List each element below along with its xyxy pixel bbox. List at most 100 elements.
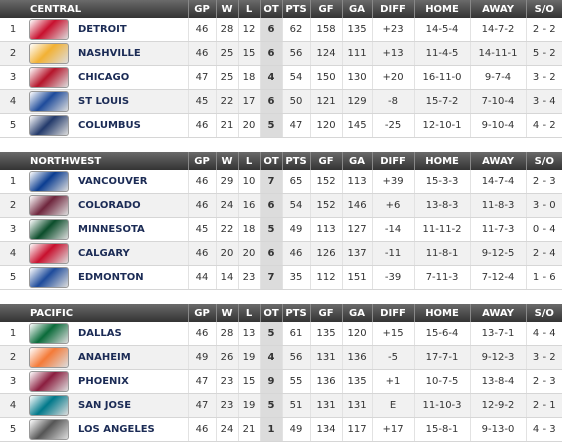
- team-logo: [29, 43, 69, 64]
- column-header: HOME: [413, 152, 471, 170]
- column-header: S/O: [525, 0, 562, 18]
- logo-cell: [26, 265, 72, 290]
- points: 6: [259, 241, 283, 266]
- column-header: GP: [187, 152, 217, 170]
- stat: 13-7-1: [469, 322, 527, 346]
- points: 7: [259, 265, 283, 290]
- stat: 45: [187, 89, 217, 114]
- stat: 23: [237, 265, 261, 290]
- stat: 35: [281, 265, 311, 290]
- rank: 3: [0, 369, 26, 394]
- stat: 19: [237, 393, 261, 418]
- team-name[interactable]: VANCOUVER: [72, 170, 189, 194]
- team-logo: [29, 195, 69, 216]
- stat: 28: [215, 322, 239, 346]
- team-logo: [29, 419, 69, 440]
- team-name[interactable]: LOS ANGELES: [72, 417, 189, 442]
- team-name[interactable]: MINNESOTA: [72, 217, 189, 242]
- points: 4: [259, 65, 283, 90]
- stat: +23: [371, 18, 415, 42]
- stat: 25: [215, 65, 239, 90]
- column-header: GP: [187, 0, 217, 18]
- stat: 11-8-3: [469, 193, 527, 218]
- points: 5: [259, 322, 283, 346]
- stat: 7-10-4: [469, 89, 527, 114]
- team-logo: [29, 347, 69, 368]
- stat: 14-5-4: [413, 18, 471, 42]
- team-name[interactable]: NASHVILLE: [72, 41, 189, 66]
- stat: 3 - 4: [525, 89, 562, 114]
- team-row: 2 ANAHEIM 49 26 19 4 56 131 136 -5 17-7-1 9-12-3 3 -…: [0, 345, 562, 370]
- column-header: AWAY: [469, 152, 527, 170]
- column-header: AWAY: [469, 0, 527, 18]
- team-name[interactable]: COLORADO: [72, 193, 189, 218]
- column-header: DIFF: [371, 304, 415, 322]
- team-name[interactable]: DETROIT: [72, 18, 189, 42]
- stat: 14: [215, 265, 239, 290]
- stat: 113: [309, 217, 343, 242]
- stat: 14-7-2: [469, 18, 527, 42]
- stat: 18: [237, 65, 261, 90]
- stat: 112: [309, 265, 343, 290]
- stat: 11-8-1: [413, 241, 471, 266]
- column-header: L: [237, 152, 261, 170]
- rank: 1: [0, 18, 26, 42]
- stat: 134: [309, 417, 343, 442]
- stat: +17: [371, 417, 415, 442]
- logo-cell: [26, 322, 72, 346]
- stat: 121: [309, 89, 343, 114]
- stat: 1 - 6: [525, 265, 562, 290]
- logo-cell: [26, 369, 72, 394]
- stat: 45: [187, 217, 217, 242]
- stat: 28: [215, 18, 239, 42]
- column-header: GF: [309, 152, 343, 170]
- team-name[interactable]: CHICAGO: [72, 65, 189, 90]
- stat: 145: [341, 113, 373, 138]
- stat: 2 - 1: [525, 393, 562, 418]
- stat: 15-6-4: [413, 322, 471, 346]
- team-row: 4 CALGARY 46 20 20 6 46 126 137 -11 11-8-1 9-12-5 2 …: [0, 241, 562, 266]
- stat: +39: [371, 170, 415, 194]
- team-name[interactable]: CALGARY: [72, 241, 189, 266]
- rank: 2: [0, 41, 26, 66]
- stat: 130: [341, 65, 373, 90]
- column-header: GA: [341, 0, 373, 18]
- team-row: 1 DETROIT 46 28 12 6 62 158 135 +23 14-5-4 14-7-2 2 …: [0, 18, 562, 42]
- logo-cell: [26, 89, 72, 114]
- stat: 14-7-4: [469, 170, 527, 194]
- team-name[interactable]: EDMONTON: [72, 265, 189, 290]
- team-logo: [29, 115, 69, 136]
- stat: 22: [215, 217, 239, 242]
- team-name[interactable]: SAN JOSE: [72, 393, 189, 418]
- column-header: PTS: [281, 0, 311, 18]
- stat: 54: [281, 65, 311, 90]
- stat: 15: [237, 369, 261, 394]
- stat: 47: [187, 65, 217, 90]
- team-name[interactable]: PHOENIX: [72, 369, 189, 394]
- stat: 120: [341, 322, 373, 346]
- column-header: DIFF: [371, 152, 415, 170]
- stat: 9-12-3: [469, 345, 527, 370]
- stat: 135: [309, 322, 343, 346]
- stat: +13: [371, 41, 415, 66]
- stat: 11-11-2: [413, 217, 471, 242]
- stat: 3 - 2: [525, 345, 562, 370]
- points: 6: [259, 193, 283, 218]
- rank: 3: [0, 217, 26, 242]
- stat: 46: [187, 193, 217, 218]
- team-name[interactable]: COLUMBUS: [72, 113, 189, 138]
- stat: 135: [341, 369, 373, 394]
- column-header: GF: [309, 0, 343, 18]
- logo-cell: [26, 393, 72, 418]
- stat: 29: [215, 170, 239, 194]
- stat: 7-11-3: [413, 265, 471, 290]
- stat: -25: [371, 113, 415, 138]
- header-row: NORTHWEST GP W L OT PTS GF GA DIFF HOME AWAY S/O: [0, 152, 562, 170]
- team-name[interactable]: DALLAS: [72, 322, 189, 346]
- stat: 152: [309, 193, 343, 218]
- team-name[interactable]: ST LOUIS: [72, 89, 189, 114]
- team-name[interactable]: ANAHEIM: [72, 345, 189, 370]
- points: 9: [259, 369, 283, 394]
- rank: 2: [0, 193, 26, 218]
- stat: 18: [237, 217, 261, 242]
